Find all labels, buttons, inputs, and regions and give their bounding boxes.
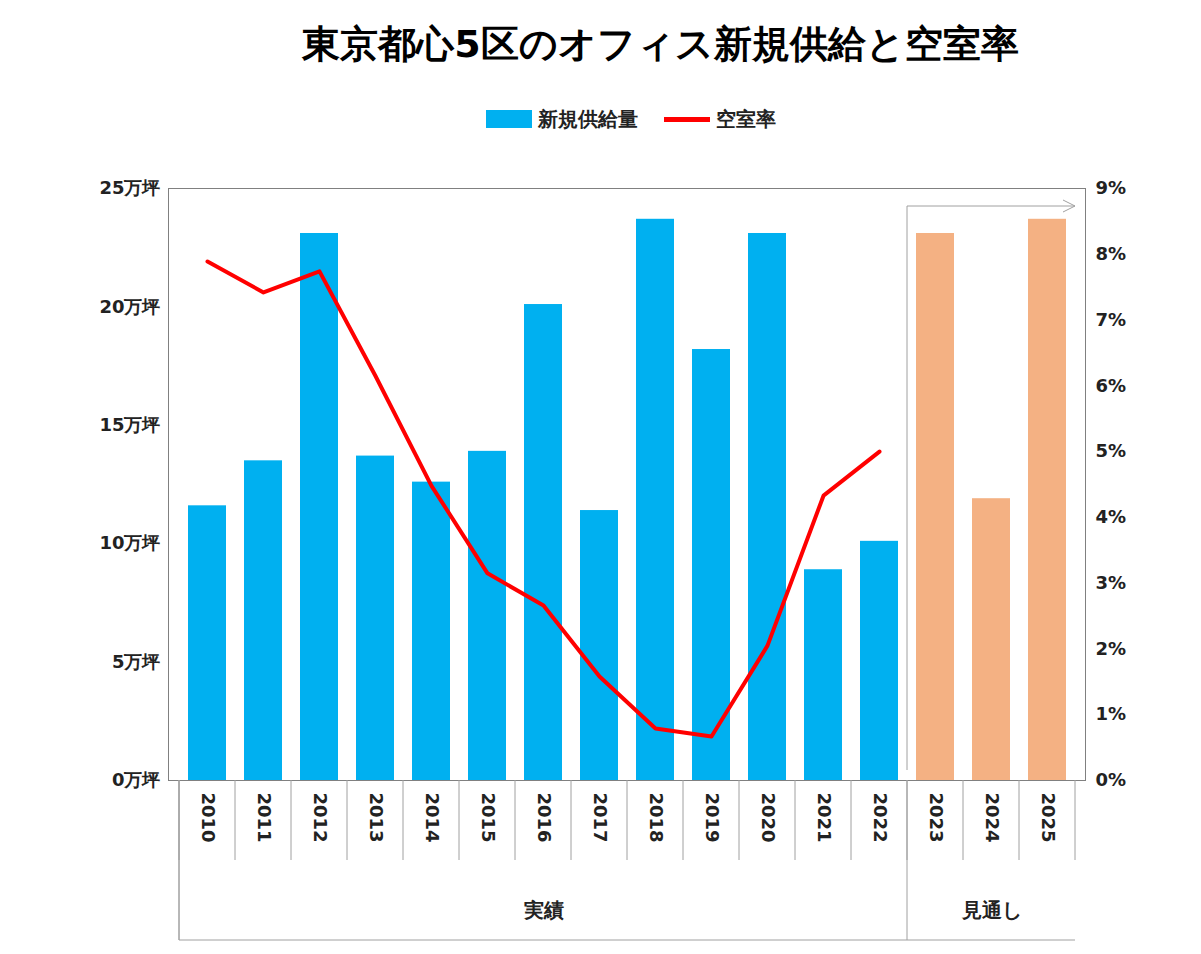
svg-text:4%: 4% [1096,506,1127,527]
svg-text:2013: 2013 [366,793,387,843]
svg-text:3%: 3% [1096,572,1127,593]
svg-text:2014: 2014 [422,793,443,843]
svg-text:2022: 2022 [870,793,891,843]
html-text:新規供給量: 新規供給量 [537,106,638,131]
svg-text:2024: 2024 [982,793,1003,843]
svg-text:1%: 1% [1096,703,1127,724]
svg-text:実績: 実績 [523,898,564,922]
svg-text:6%: 6% [1096,375,1127,396]
svg-text:2025: 2025 [1038,793,1059,843]
svg-text:見通し: 見通し [961,898,1022,922]
svg-text:15万坪: 15万坪 [99,414,160,435]
svg-text:9%: 9% [1096,177,1127,198]
html-text:空室率: 空室率 [715,106,776,131]
svg-text:25万坪: 25万坪 [99,177,160,198]
svg-text:2011: 2011 [254,793,275,843]
svg-text:2021: 2021 [814,793,835,843]
svg-text:7%: 7% [1096,309,1127,330]
svg-text:2019: 2019 [702,793,723,843]
svg-text:2016: 2016 [534,793,555,843]
svg-text:0%: 0% [1096,769,1127,790]
svg-text:2023: 2023 [926,793,947,843]
svg-text:10万坪: 10万坪 [99,532,160,553]
svg-text:2%: 2% [1096,638,1127,659]
svg-text:8%: 8% [1096,243,1127,264]
svg-text:2017: 2017 [590,793,611,843]
svg-text:2015: 2015 [478,793,499,843]
svg-text:5万坪: 5万坪 [112,651,161,672]
html-text:東京都心5区のオフィス新規供給と空室率: 東京都心5区のオフィス新規供給と空室率 [302,22,1019,66]
svg-text:5%: 5% [1096,440,1127,461]
svg-text:20万坪: 20万坪 [99,296,160,317]
svg-text:2010: 2010 [198,793,219,843]
svg-text:2018: 2018 [646,793,667,843]
svg-text:2020: 2020 [758,793,779,843]
svg-text:2012: 2012 [310,793,331,843]
svg-text:0万坪: 0万坪 [112,769,161,790]
